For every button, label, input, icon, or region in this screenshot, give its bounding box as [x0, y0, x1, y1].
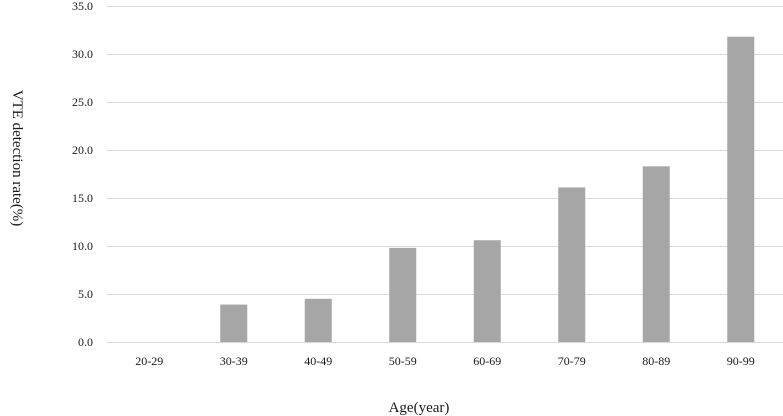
bars	[220, 36, 755, 342]
bar-30-39	[220, 304, 248, 342]
x-tick-label: 40-49	[304, 354, 332, 368]
y-tick-label: 10.0	[72, 239, 93, 253]
x-tick-label: 20-29	[135, 354, 163, 368]
y-tick-label: 20.0	[72, 143, 93, 157]
x-tick-label: 30-39	[220, 354, 248, 368]
y-tick-label: 15.0	[72, 191, 93, 205]
x-tick-label: 80-89	[642, 354, 670, 368]
x-axis-tick-labels: 20-29 30-39 40-49 50-59 60-69 70-79 80-89 90-99	[135, 354, 755, 368]
x-tick-label: 50-59	[389, 354, 417, 368]
gridlines	[107, 6, 783, 343]
bar-80-89	[642, 166, 670, 342]
y-tick-label: 35.0	[72, 0, 93, 13]
x-axis-title: Age(year)	[389, 400, 450, 416]
bar-50-59	[389, 247, 417, 342]
y-tick-label: 30.0	[72, 47, 93, 61]
y-tick-label: 5.0	[78, 287, 93, 301]
bar-40-49	[304, 298, 332, 342]
y-axis-title: VTE detection rate(%)	[9, 90, 25, 227]
x-tick-label: 90-99	[727, 354, 755, 368]
bar-90-99	[727, 36, 755, 342]
x-tick-label: 60-69	[473, 354, 501, 368]
y-tick-label: 25.0	[72, 95, 93, 109]
x-tick-label: 70-79	[558, 354, 586, 368]
bar-70-79	[558, 187, 586, 342]
y-axis-tick-labels: 0.0 5.0 10.0 15.0 20.0 25.0 30.0 35.0	[72, 0, 93, 349]
bar-60-69	[473, 240, 501, 342]
y-tick-label: 0.0	[78, 335, 93, 349]
